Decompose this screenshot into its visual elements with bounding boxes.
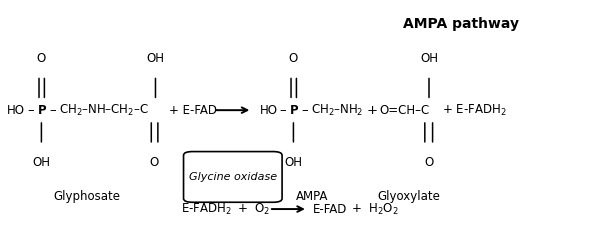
Text: OH: OH xyxy=(284,156,302,168)
FancyBboxPatch shape xyxy=(184,152,282,202)
Text: AMPA pathway: AMPA pathway xyxy=(403,17,519,31)
Text: CH$_2$–NH–CH$_2$–C: CH$_2$–NH–CH$_2$–C xyxy=(59,102,149,118)
Text: +  O$_2$: + O$_2$ xyxy=(237,202,271,216)
Text: O=CH–C: O=CH–C xyxy=(379,104,430,117)
Text: AMPA: AMPA xyxy=(296,190,328,203)
Text: O: O xyxy=(37,52,46,65)
Text: –: – xyxy=(50,104,56,117)
Text: OH: OH xyxy=(32,156,50,168)
Text: E-FADH$_2$: E-FADH$_2$ xyxy=(181,202,232,216)
Text: O: O xyxy=(149,156,159,168)
Text: O: O xyxy=(424,156,434,168)
Text: E-FAD: E-FAD xyxy=(313,202,347,215)
Text: –: – xyxy=(302,104,308,117)
Text: OH: OH xyxy=(420,52,438,65)
Text: Glycine oxidase: Glycine oxidase xyxy=(189,172,277,182)
Text: Glyphosate: Glyphosate xyxy=(53,190,120,203)
Text: HO: HO xyxy=(259,104,277,117)
Text: + E-FADH$_2$: + E-FADH$_2$ xyxy=(442,102,506,118)
Text: –: – xyxy=(279,104,286,117)
Text: OH: OH xyxy=(146,52,164,65)
Text: CH$_2$–NH$_2$: CH$_2$–NH$_2$ xyxy=(311,102,364,118)
Text: HO: HO xyxy=(7,104,25,117)
Text: P: P xyxy=(38,104,46,117)
Text: Glyoxylate: Glyoxylate xyxy=(378,190,441,203)
Text: –: – xyxy=(27,104,34,117)
Text: + E-FAD: + E-FAD xyxy=(169,104,217,117)
Text: P: P xyxy=(290,104,298,117)
Text: +  H$_2$O$_2$: + H$_2$O$_2$ xyxy=(351,202,398,216)
Text: O: O xyxy=(289,52,298,65)
Text: +: + xyxy=(366,104,377,117)
